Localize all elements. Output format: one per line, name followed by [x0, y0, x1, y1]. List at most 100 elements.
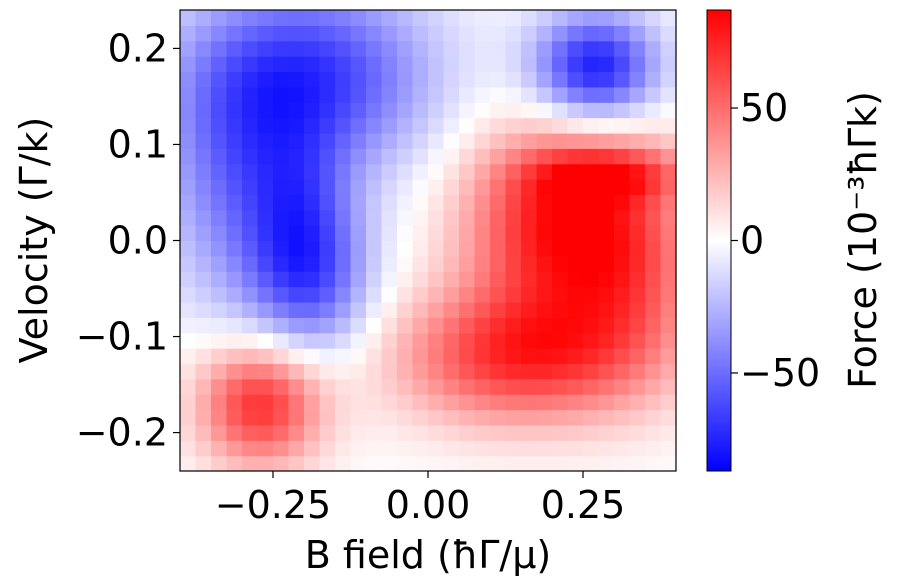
heatmap-cell: [180, 348, 197, 365]
heatmap-cell: [397, 271, 414, 288]
heatmap-cell: [645, 148, 662, 165]
heatmap-cell: [443, 332, 460, 349]
heatmap-cell: [583, 102, 600, 119]
heatmap-cell: [304, 255, 321, 272]
heatmap-cell: [397, 163, 414, 180]
heatmap-cell: [257, 240, 274, 257]
heatmap-cell: [412, 271, 429, 288]
heatmap-cell: [552, 440, 569, 457]
heatmap-cell: [660, 378, 677, 395]
heatmap-cell: [366, 163, 383, 180]
heatmap-cell: [459, 378, 476, 395]
heatmap-cell: [598, 40, 615, 57]
heatmap-cell: [614, 394, 631, 411]
heatmap-cell: [521, 255, 538, 272]
heatmap-cell: [505, 194, 522, 211]
heatmap-cell: [598, 10, 615, 26]
heatmap-cell: [598, 363, 615, 380]
heatmap-cell: [583, 348, 600, 365]
heatmap-cell: [567, 301, 584, 318]
heatmap-cell: [195, 301, 212, 318]
heatmap-cell: [428, 179, 445, 195]
x-tick-label: 0.00: [386, 483, 471, 527]
heatmap-cell: [397, 71, 414, 88]
heatmap-cell: [242, 102, 259, 119]
heatmap-cell: [521, 56, 538, 73]
heatmap-cell: [614, 286, 631, 303]
heatmap-cell: [242, 240, 259, 257]
heatmap-cell: [397, 194, 414, 211]
heatmap-cell: [521, 348, 538, 365]
heatmap-cell: [614, 409, 631, 426]
heatmap-cell: [614, 225, 631, 242]
heatmap-cell: [366, 240, 383, 257]
heatmap-cell: [304, 394, 321, 411]
heatmap-cell: [583, 40, 600, 57]
heatmap-cell: [226, 240, 243, 257]
heatmap-cell: [645, 163, 662, 180]
heatmap-cell: [567, 209, 584, 226]
heatmap-cell: [211, 378, 228, 395]
heatmap-cell: [598, 378, 615, 395]
heatmap-cell: [211, 71, 228, 88]
heatmap-cell: [412, 179, 429, 195]
heatmap-cell: [490, 271, 507, 288]
heatmap-cell: [459, 363, 476, 380]
heatmap-cell: [459, 56, 476, 73]
heatmap-cell: [195, 455, 212, 472]
heatmap-cell: [335, 25, 352, 42]
heatmap-cell: [211, 163, 228, 180]
heatmap-cell: [397, 209, 414, 226]
heatmap-cell: [629, 179, 646, 195]
heatmap-cell: [273, 271, 290, 288]
heatmap-cell: [459, 148, 476, 165]
heatmap-cell: [319, 240, 336, 257]
heatmap-cell: [660, 348, 677, 365]
heatmap-cell: [505, 409, 522, 426]
heatmap-cell: [288, 317, 305, 334]
heatmap-cell: [505, 148, 522, 165]
heatmap-cell: [552, 25, 569, 42]
heatmap-cell: [598, 348, 615, 365]
heatmap-cell: [195, 394, 212, 411]
heatmap-cell: [598, 225, 615, 242]
y-tick-label: 0.2: [108, 26, 168, 70]
heatmap-cell: [536, 348, 553, 365]
heatmap-cell: [288, 455, 305, 472]
heatmap-cell: [614, 194, 631, 211]
heatmap-cell: [552, 225, 569, 242]
heatmap-cell: [273, 240, 290, 257]
heatmap-cell: [412, 317, 429, 334]
heatmap-cell: [474, 301, 491, 318]
heatmap-cell: [614, 424, 631, 441]
heatmap-cell: [366, 209, 383, 226]
heatmap-cell: [257, 56, 274, 73]
heatmap-cell: [443, 10, 460, 26]
heatmap-cell: [629, 10, 646, 26]
heatmap-cell: [319, 117, 336, 134]
heatmap-cell: [598, 163, 615, 180]
heatmap-cell: [366, 71, 383, 88]
heatmap-cell: [660, 332, 677, 349]
heatmap-cell: [583, 440, 600, 457]
heatmap-cell: [257, 348, 274, 365]
heatmap-cell: [443, 394, 460, 411]
heatmap-cell: [397, 86, 414, 103]
heatmap-cell: [288, 194, 305, 211]
heatmap-cell: [552, 394, 569, 411]
heatmap-cell: [350, 179, 367, 195]
heatmap-cell: [350, 271, 367, 288]
heatmap-cell: [288, 378, 305, 395]
heatmap-cell: [567, 10, 584, 26]
heatmap-cell: [381, 348, 398, 365]
heatmap-cell: [552, 148, 569, 165]
heatmap-cell: [536, 255, 553, 272]
heatmap-cell: [381, 148, 398, 165]
heatmap-cell: [629, 424, 646, 441]
heatmap-cell: [521, 148, 538, 165]
heatmap-cell: [490, 348, 507, 365]
heatmap-cell: [319, 301, 336, 318]
heatmap-cell: [273, 132, 290, 149]
heatmap-cell: [412, 255, 429, 272]
heatmap-cell: [567, 440, 584, 457]
